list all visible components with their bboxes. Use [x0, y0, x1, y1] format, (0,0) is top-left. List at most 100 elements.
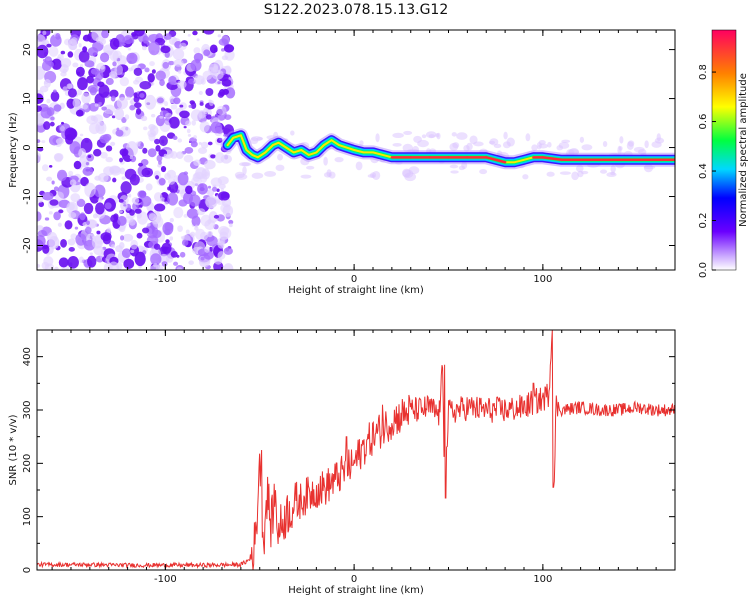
- noise-speckle: [172, 135, 178, 141]
- ridge-halo: [306, 165, 315, 170]
- y-tick-label: 200: [22, 454, 33, 473]
- noise-speckle: [137, 190, 147, 199]
- noise-speckle: [187, 34, 191, 37]
- noise-speckle: [142, 147, 148, 154]
- noise-speckle: [193, 47, 201, 55]
- noise-speckle: [179, 104, 184, 108]
- noise-speckle: [37, 143, 40, 147]
- noise-speckle: [204, 246, 211, 253]
- noise-speckle: [198, 142, 202, 145]
- noise-speckle: [90, 115, 96, 122]
- noise-speckle: [119, 157, 124, 163]
- ridge-halo: [559, 171, 572, 175]
- ridge-halo: [323, 156, 328, 166]
- noise-speckle: [78, 50, 90, 63]
- noise-speckle: [82, 46, 88, 53]
- noise-speckle: [128, 193, 132, 198]
- noise-speckle: [128, 218, 136, 226]
- noise-speckle: [218, 183, 226, 189]
- noise-speckle: [56, 169, 68, 182]
- noise-speckle: [94, 240, 103, 249]
- noise-speckle: [220, 191, 230, 201]
- ridge-halo: [452, 142, 460, 149]
- ridge-halo: [503, 131, 508, 140]
- noise-speckle: [229, 223, 233, 228]
- noise-speckle: [106, 227, 112, 234]
- noise-speckle: [126, 141, 139, 157]
- noise-speckle: [37, 111, 41, 117]
- noise-speckle: [37, 263, 41, 268]
- noise-speckle: [62, 86, 68, 93]
- noise-speckle: [218, 225, 230, 236]
- noise-speckle: [57, 222, 62, 227]
- noise-speckle: [124, 114, 130, 120]
- noise-speckle: [141, 45, 147, 51]
- x-tick-label: 0: [351, 574, 357, 585]
- noise-speckle: [183, 154, 194, 163]
- ridge-halo: [372, 170, 381, 180]
- noise-speckle: [37, 34, 46, 47]
- y-tick-label: 0: [22, 567, 33, 573]
- ridge-halo: [436, 132, 441, 140]
- noise-speckle: [210, 121, 223, 134]
- noise-speckle: [41, 164, 49, 172]
- noise-speckle: [158, 135, 168, 147]
- noise-speckle: [123, 34, 134, 45]
- noise-speckle: [216, 188, 220, 193]
- noise-speckle: [164, 222, 174, 232]
- noise-speckle: [130, 249, 135, 254]
- noise-speckle: [49, 199, 59, 206]
- spectrogram-y-ticks: -20 -10 0 10 20: [22, 43, 675, 254]
- noise-speckle: [198, 90, 203, 96]
- ridge-halo: [449, 164, 459, 169]
- colorbar-tick-label: 0.4: [698, 163, 709, 179]
- noise-speckle: [204, 159, 216, 170]
- noise-speckle: [177, 138, 183, 143]
- noise-speckle: [61, 121, 65, 125]
- noise-speckle: [144, 67, 150, 73]
- noise-speckle: [103, 104, 116, 115]
- noise-speckle: [168, 177, 176, 185]
- noise-speckle: [80, 176, 89, 187]
- noise-speckle: [114, 107, 125, 121]
- noise-speckle: [143, 126, 148, 131]
- noise-speckle: [221, 55, 229, 61]
- snr-frame: [36, 329, 676, 571]
- noise-speckle: [112, 177, 117, 183]
- noise-speckle: [101, 30, 110, 39]
- noise-speckle: [81, 92, 91, 104]
- colorbar-ticks: 0.0 0.2 0.4 0.6 0.8: [698, 64, 716, 278]
- noise-speckle: [37, 105, 43, 113]
- noise-speckle: [94, 103, 99, 107]
- ridge-halo: [617, 145, 622, 155]
- noise-speckle: [191, 120, 197, 126]
- noise-speckle: [179, 251, 186, 258]
- noise-speckle: [46, 107, 55, 117]
- noise-speckle: [217, 81, 221, 85]
- noise-speckle: [78, 256, 85, 263]
- snr-y-ticks: 0 100 200 300 400: [22, 347, 675, 573]
- noise-speckle: [118, 210, 123, 214]
- noise-speckle: [37, 197, 43, 204]
- noise-speckle: [77, 89, 83, 96]
- noise-speckle: [173, 207, 184, 219]
- noise-speckle: [97, 197, 103, 202]
- noise-speckle: [93, 148, 102, 157]
- noise-speckle: [146, 223, 151, 227]
- ridge-halo: [579, 136, 585, 143]
- noise-speckle: [55, 138, 65, 145]
- noise-speckle: [67, 38, 78, 51]
- ridge-halo: [275, 164, 285, 172]
- noise-speckle: [192, 30, 198, 36]
- noise-speckle: [179, 42, 187, 50]
- noise-speckle: [94, 70, 104, 81]
- noise-speckle: [114, 64, 124, 76]
- noise-speckle: [176, 151, 184, 160]
- noise-speckle: [151, 69, 156, 74]
- noise-speckle: [217, 34, 221, 38]
- noise-speckle: [48, 236, 60, 249]
- noise-speckle: [55, 32, 61, 40]
- noise-speckle: [150, 253, 162, 265]
- noise-speckle: [121, 248, 132, 259]
